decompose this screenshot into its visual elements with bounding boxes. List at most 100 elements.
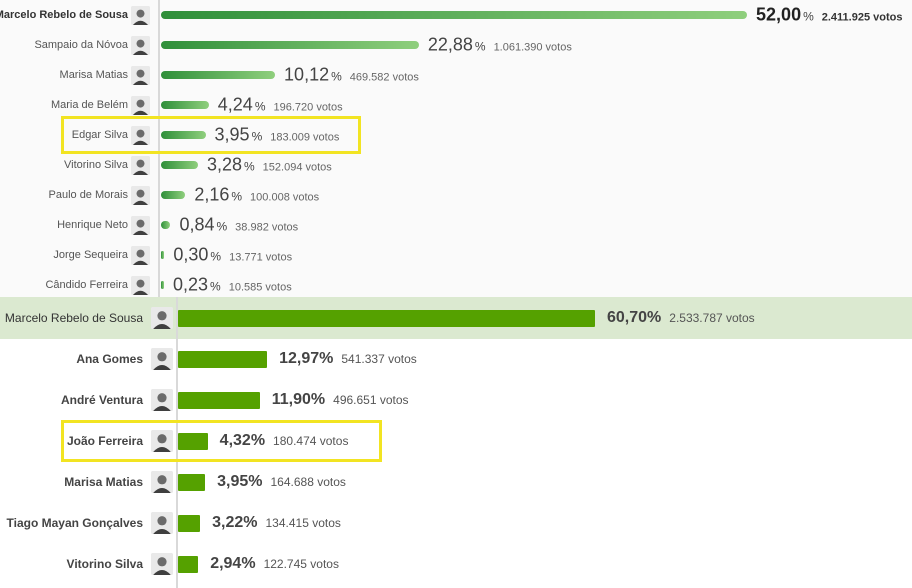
candidate-portrait-icon [131,5,150,25]
candidate-portrait-icon [151,307,173,329]
candidate-portrait-icon [151,348,173,370]
result-label: 52,00% 2.411.925 votos [756,5,902,26]
result-bar [161,161,198,169]
percent-value: 12,97 [279,350,320,367]
axis-divider [158,0,160,297]
percent-symbol: % [210,249,222,264]
candidate-name: Marcelo Rebelo de Sousa [0,9,128,21]
percent-symbol: % [250,432,266,449]
candidate-row: Henrique Neto 0,84% 38.982 votos [0,210,912,240]
candidate-row: Edgar Silva 3,95% 183.009 votos [0,120,912,150]
candidate-row: João Ferreira 4,32% 180.474 votos [0,421,912,462]
votes-value: 164.688 votos [270,475,346,489]
result-bar [178,473,206,491]
candidate-name: Marcelo Rebelo de Sousa [4,311,143,325]
percent-symbol: % [251,129,263,144]
candidate-name-cell: Ana Gomes [0,339,143,380]
result-label: 3,22% 134.415 votos [212,514,341,532]
percent-value: 0,84 [179,214,215,235]
percent-value: 3,28 [206,154,242,175]
candidate-row: Marcelo Rebelo de Sousa 52,00% 2.411.925 v… [0,0,912,30]
candidate-name: Marisa Matias [64,475,143,489]
candidate-row: Marisa Matias 10,12% 469.582 votos [0,60,912,90]
result-bar [161,41,419,49]
candidate-name: Marisa Matias [59,69,128,81]
result-label: 2,16% 100.008 votos [194,185,319,206]
result-bar [178,350,268,368]
candidate-name-cell: Maria de Belém [0,90,128,120]
percent-value: 4,32 [219,432,251,449]
percent-symbol: % [310,391,326,408]
candidate-name: Sampaio da Nóvoa [34,39,128,51]
percent-symbol: % [244,159,255,174]
percent-value: 3,95 [214,124,250,145]
candidate-portrait-icon [131,245,150,265]
votes-value: 134.415 votos [265,516,341,530]
percent-symbol: % [210,279,221,294]
result-label: 2,94% 122.745 votos [210,555,339,573]
candidate-portrait-icon [151,512,173,534]
candidate-name-cell: Cândido Ferreira [0,270,128,300]
votes-value: 541.337 votos [341,352,417,366]
candidate-name-cell: Paulo de Morais [0,180,129,210]
candidate-portrait-icon [151,430,173,452]
candidate-name: Paulo de Morais [48,189,129,201]
percent-value: 0,23 [173,274,209,295]
candidate-name-cell: Marcelo Rebelo de Sousa [0,298,143,339]
result-bar [161,11,748,19]
candidate-row: Jorge Sequeira 0,30% 13.771 votos [0,240,912,270]
candidate-name-cell: Jorge Sequeira [0,240,128,270]
candidate-portrait-icon [131,275,150,295]
candidate-row: André Ventura 11,90% 496.651 votos [0,380,912,421]
candidate-name: Tiago Mayan Gonçalves [6,516,144,530]
candidate-row: Marisa Matias 3,95% 164.688 votos [0,462,912,503]
candidate-name-cell: André Ventura [0,380,143,421]
results-chart-2021: Marcelo Rebelo de Sousa 60,70% 2.533.787 v… [0,297,912,588]
votes-value: 1.061.390 votos [493,41,572,54]
percent-symbol: % [216,219,228,234]
candidate-row: Cândido Ferreira 0,23% 10.585 votos [0,270,912,300]
candidate-portrait-icon [151,471,173,493]
percent-symbol: % [254,99,266,114]
candidate-portrait-icon [131,65,150,85]
candidate-name-cell: Marisa Matias [0,60,128,90]
candidate-portrait-icon [151,389,173,411]
candidate-portrait-icon [131,185,150,205]
votes-value: 10.585 votos [228,281,292,294]
candidate-name: André Ventura [60,393,143,407]
result-label: 11,90% 496.651 votos [272,391,409,409]
votes-value: 2.533.787 votos [669,311,755,325]
percent-symbol: % [248,473,263,490]
axis-divider [176,297,178,588]
percent-symbol: % [231,189,243,204]
result-label: 22,88% 1.061.390 votos [428,35,572,56]
result-label: 4,24% 196.720 votos [218,95,343,116]
result-bar [161,281,164,289]
percent-value: 3,22 [212,514,244,531]
candidate-portrait-icon [131,95,150,115]
candidate-row: Marcelo Rebelo de Sousa 60,70% 2.533.787 v… [0,298,912,339]
percent-symbol: % [319,350,334,367]
results-chart-2016: Marcelo Rebelo de Sousa 52,00% 2.411.925 v… [0,0,912,300]
candidate-name: Cândido Ferreira [45,279,128,291]
candidate-row: Sampaio da Nóvoa 22,88% 1.061.390 votos [0,30,912,60]
candidate-name-cell: Sampaio da Nóvoa [0,30,128,60]
percent-symbol: % [241,555,256,572]
candidate-name: Vitorino Silva [66,557,143,571]
candidate-row: Maria de Belém 4,24% 196.720 votos [0,90,912,120]
percent-value: 22,88 [427,34,473,55]
percent-value: 3,95 [217,473,249,490]
result-label: 3,95% 164.688 votos [217,473,346,491]
votes-value: 38.982 votos [235,221,299,234]
result-bar [161,131,206,139]
votes-value: 2.411.925 votos [821,11,903,24]
votes-value: 183.009 votos [270,131,340,144]
result-label: 3,95% 183.009 votos [215,125,340,146]
result-bar [178,432,208,450]
candidate-name: Maria de Belém [50,99,128,111]
percent-symbol: % [647,309,662,326]
candidate-portrait-icon [131,215,150,235]
result-label: 0,23% 10.585 votos [173,275,292,296]
result-label: 4,32% 180.474 votos [220,432,349,450]
candidate-row: Tiago Mayan Gonçalves 3,22% 134.415 votos [0,503,912,544]
